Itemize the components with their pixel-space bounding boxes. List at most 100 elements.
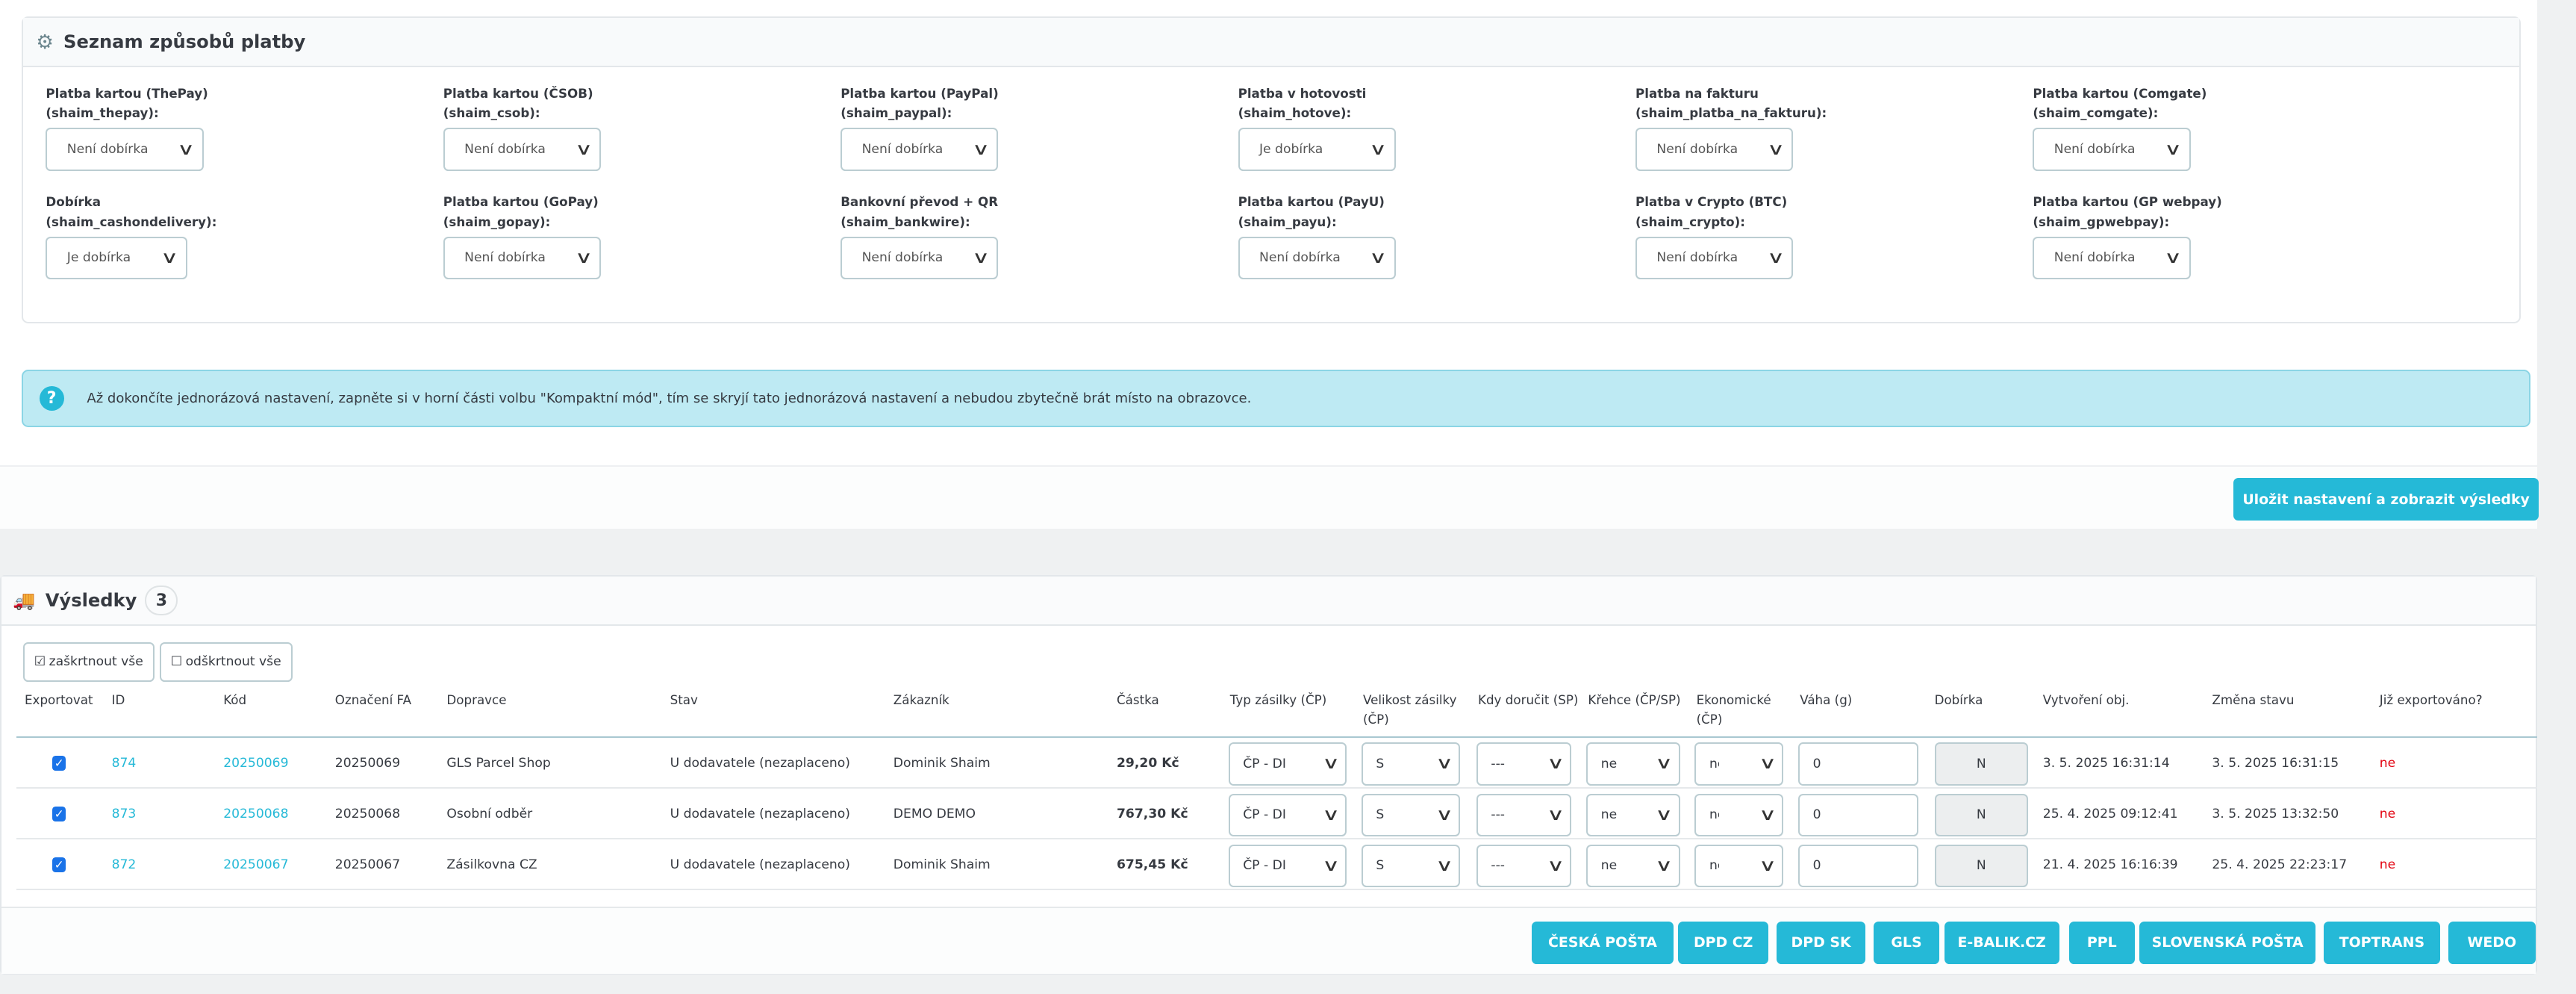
payment-method-setting: Platba v Crypto (BTC) (shaim_crypto): Ne… xyxy=(1635,192,2013,279)
payment-method-label: Platba kartou (GoPay) xyxy=(443,194,599,210)
payment-method-setting: Platba kartou (ČSOB) (shaim_csob): Není … xyxy=(443,84,821,171)
payment-method-setting: Platba kartou (GoPay) (shaim_gopay): Nen… xyxy=(443,192,821,279)
payment-methods-panel: ⚙ Seznam způsobů platby Platba kartou (Th… xyxy=(21,16,2521,324)
cod-select[interactable]: Není dobírka ∨ xyxy=(443,128,601,171)
truck-icon: 🚚 xyxy=(13,590,36,611)
results-panel: 🚚 Výsledky 3 ☑ zaškrtnout vše ☐ odškrtnout v… xyxy=(0,575,2537,975)
payment-method-code: (shaim_bankwire): xyxy=(841,214,970,229)
order-status: U dodavatele (nezaplaceno) xyxy=(670,857,850,873)
package-size-select[interactable]: S ∨ xyxy=(1361,793,1460,836)
order-code-link[interactable]: 20250068 xyxy=(223,807,289,822)
cod-select[interactable]: Není dobírka ∨ xyxy=(841,236,999,279)
weight-input[interactable]: 0 xyxy=(1798,742,1918,786)
export-checkbox[interactable]: ✓ xyxy=(52,807,66,821)
fragile-select[interactable]: ne ∨ xyxy=(1586,793,1680,836)
customer: DEMO DEMO xyxy=(893,807,976,822)
check-all-button[interactable]: ☑ zaškrtnout vše xyxy=(22,642,155,682)
shipment-type-value: ČP - DI xyxy=(1243,858,1286,874)
payment-method-code: (shaim_gpwebpay): xyxy=(2033,214,2170,229)
order-code-link[interactable]: 20250069 xyxy=(223,755,289,771)
uncheck-all-button[interactable]: ☐ odškrtnout vše xyxy=(159,642,293,682)
shipment-type-select[interactable]: ČP - DI ∨ xyxy=(1228,793,1347,836)
fragile-select[interactable]: ne ∨ xyxy=(1586,844,1680,887)
payment-method-setting: Platba na fakturu (shaim_platba_na_faktu… xyxy=(1635,84,2013,171)
status-changed-date: 25. 4. 2025 22:23:17 xyxy=(2212,857,2348,873)
shipment-type-select[interactable]: ČP - DI ∨ xyxy=(1228,742,1347,786)
package-size-value: S xyxy=(1376,756,1385,771)
order-id-link[interactable]: 873 xyxy=(111,807,137,822)
column-header: Částka xyxy=(1117,692,1159,707)
package-size-value: S xyxy=(1376,858,1385,874)
economic-select[interactable]: ne ∨ xyxy=(1694,742,1784,786)
chevron-down-icon: ∨ xyxy=(1766,140,1786,159)
amount: 675,45 Kč xyxy=(1117,857,1188,873)
carrier: Zásilkovna CZ xyxy=(446,857,537,873)
info-alert: ? Až dokončíte jednorázová nastavení, za… xyxy=(21,370,2531,427)
carrier-export-button[interactable]: SLOVENSKÁ POŠTA xyxy=(2139,921,2315,964)
empty-box-icon: ☐ xyxy=(170,654,183,670)
cod-field: N xyxy=(1934,742,2028,786)
checked-box-icon: ☑ xyxy=(34,654,46,670)
cod-select[interactable]: Je dobírka ∨ xyxy=(46,236,187,279)
delivery-time-select[interactable]: --- ∨ xyxy=(1476,793,1572,836)
delivery-time-select[interactable]: --- ∨ xyxy=(1476,742,1572,786)
cod-select[interactable]: Není dobírka ∨ xyxy=(841,128,999,171)
cod-select[interactable]: Není dobírka ∨ xyxy=(46,128,204,171)
order-id-link[interactable]: 872 xyxy=(111,857,137,873)
cod-select[interactable]: Není dobírka ∨ xyxy=(1635,128,1794,171)
cod-select-value: Není dobírka xyxy=(861,250,944,266)
carrier-export-button[interactable]: WEDO xyxy=(2448,921,2536,964)
payment-method-code: (shaim_crypto): xyxy=(1635,214,1745,229)
cod-select-value: Je dobírka xyxy=(1259,142,1323,157)
cod-select-value: Není dobírka xyxy=(1656,250,1738,266)
payment-method-code: (shaim_csob): xyxy=(443,105,540,121)
carrier-export-button[interactable]: ČESKÁ POŠTA xyxy=(1532,921,1674,964)
export-checkbox[interactable]: ✓ xyxy=(52,857,66,873)
carrier-export-button[interactable]: GLS xyxy=(1874,921,1939,964)
payment-method-label: Platba kartou (PayU) xyxy=(1238,194,1385,210)
status-changed-date: 3. 5. 2025 13:32:50 xyxy=(2212,807,2339,822)
carrier-export-button[interactable]: TOPTRANS xyxy=(2323,921,2440,964)
carrier-export-button[interactable]: E-BALIK.CZ xyxy=(1944,921,2059,964)
cod-select[interactable]: Není dobírka ∨ xyxy=(2033,128,2191,171)
weight-input[interactable]: 0 xyxy=(1798,793,1918,836)
delivery-time-value: --- xyxy=(1491,756,1505,771)
payment-method-setting: Platba kartou (Comgate) (shaim_comgate):… xyxy=(2033,84,2410,171)
chevron-down-icon: ∨ xyxy=(1547,754,1565,774)
cod-select[interactable]: Je dobírka ∨ xyxy=(1238,128,1396,171)
order-id-link[interactable]: 874 xyxy=(111,755,137,771)
chevron-down-icon: ∨ xyxy=(1759,856,1777,875)
package-size-select[interactable]: S ∨ xyxy=(1361,742,1460,786)
chevron-down-icon: ∨ xyxy=(1369,140,1388,159)
shipment-type-select[interactable]: ČP - DI ∨ xyxy=(1228,844,1347,887)
cod-select[interactable]: Není dobírka ∨ xyxy=(1635,236,1794,279)
economic-select[interactable]: ne ∨ xyxy=(1694,793,1784,836)
order-code-link[interactable]: 20250067 xyxy=(223,857,289,873)
amount: 29,20 Kč xyxy=(1117,755,1179,771)
payment-method-code: (shaim_hotove): xyxy=(1238,105,1352,121)
delivery-time-select[interactable]: --- ∨ xyxy=(1476,844,1572,887)
gears-icon: ⚙ xyxy=(36,30,54,54)
export-checkbox[interactable]: ✓ xyxy=(52,755,66,771)
cod-select[interactable]: Není dobírka ∨ xyxy=(443,236,601,279)
customer: Dominik Shaim xyxy=(893,857,991,873)
carrier-export-button[interactable]: DPD SK xyxy=(1777,921,1865,964)
weight-input[interactable]: 0 xyxy=(1798,844,1918,887)
cod-select[interactable]: Není dobírka ∨ xyxy=(2033,236,2191,279)
cod-select[interactable]: Není dobírka ∨ xyxy=(1238,236,1396,279)
carrier-export-button[interactable]: PPL xyxy=(2068,921,2135,964)
chevron-down-icon: ∨ xyxy=(972,140,991,159)
economic-select[interactable]: ne ∨ xyxy=(1694,844,1784,887)
save-and-show-results-button[interactable]: Uložit nastavení a zobrazit výsledky xyxy=(2233,477,2539,521)
fragile-value: ne xyxy=(1600,858,1618,874)
fragile-select[interactable]: ne ∨ xyxy=(1586,742,1680,786)
chevron-down-icon: ∨ xyxy=(1759,754,1777,774)
column-header: Stav xyxy=(670,692,698,707)
payment-method-code: (shaim_comgate): xyxy=(2033,105,2159,121)
cod-select-value: Není dobírka xyxy=(464,250,546,266)
payment-method-setting: Platba v hotovosti (shaim_hotove): Je do… xyxy=(1238,84,1616,171)
carrier-export-button[interactable]: DPD CZ xyxy=(1678,921,1769,964)
payment-method-setting: Platba kartou (ThePay) (shaim_thepay): N… xyxy=(46,84,423,171)
package-size-select[interactable]: S ∨ xyxy=(1361,844,1460,887)
chevron-down-icon: ∨ xyxy=(1321,754,1341,774)
